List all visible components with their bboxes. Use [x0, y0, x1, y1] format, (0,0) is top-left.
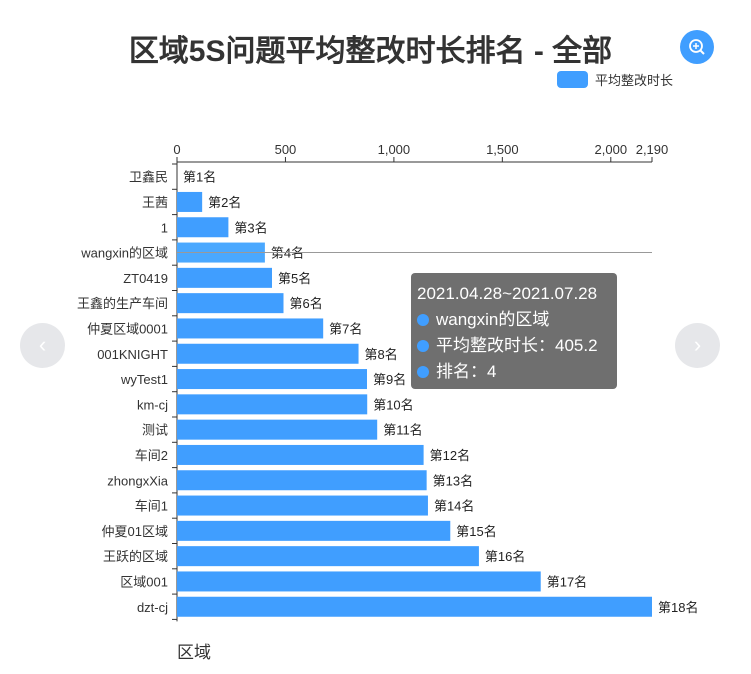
y-tick-label: 王鑫的生产车间 [77, 296, 168, 311]
tooltip-area: wangxin的区域 [436, 310, 550, 329]
bar [177, 217, 229, 238]
bar [177, 444, 424, 465]
y-tick-label: 区域001 [120, 574, 168, 589]
tooltip: 2021.04.28~2021.07.28 wangxin的区域 平均整改时长：… [411, 273, 617, 389]
x-tick-label: 2,190 [636, 142, 669, 157]
data-label: 第5名 [278, 271, 311, 286]
y-tick-label: km-cj [137, 397, 168, 412]
chevron-left-icon: ‹ [38, 332, 47, 357]
x-tick-label: 0 [173, 142, 180, 157]
data-label: 第3名 [234, 220, 267, 235]
x-tick-label: 1,000 [378, 142, 411, 157]
chart-title: 区域5S问题平均整改时长排名 - 全部 [128, 35, 613, 68]
data-label: 第18名 [658, 600, 698, 615]
series-dot-icon [417, 366, 429, 378]
x-tick-label: 500 [275, 142, 297, 157]
tooltip-period: 2021.04.28~2021.07.28 [417, 284, 598, 303]
bar [177, 596, 652, 617]
y-tick-label: 仲夏区域0001 [87, 321, 168, 336]
data-label: 第7名 [329, 321, 362, 336]
bar [177, 571, 541, 592]
y-tick-label: wyTest1 [120, 372, 168, 387]
series-dot-icon [417, 314, 429, 326]
legend-label: 平均整改时长 [595, 73, 674, 88]
prev-button[interactable]: ‹ [20, 323, 65, 368]
tooltip-rank: 排名：4 [436, 362, 497, 381]
bar [177, 394, 368, 415]
zoom-button[interactable] [680, 30, 714, 64]
bar [177, 520, 451, 541]
bar [177, 419, 378, 440]
series-dot-icon [417, 340, 429, 352]
y-tick-label: 仲夏01区域 [102, 524, 168, 539]
data-label: 第16名 [485, 549, 525, 564]
y-tick-label: dzt-cj [137, 600, 168, 615]
y-tick-label: wangxin的区域 [80, 246, 168, 261]
bar [177, 191, 203, 212]
bar [177, 293, 284, 314]
legend-item[interactable]: 平均整改时长 [557, 70, 673, 89]
x-tick-label: 2,000 [595, 142, 628, 157]
bar [177, 495, 428, 516]
y-tick-label: 车间2 [135, 448, 168, 463]
data-label: 第8名 [365, 347, 398, 362]
x-tick-label: 1,500 [486, 142, 519, 157]
data-label: 第12名 [430, 448, 470, 463]
y-tick-label: 卫鑫民 [129, 170, 168, 185]
data-label: 第1名 [183, 170, 216, 185]
chevron-right-icon: › [693, 332, 702, 357]
data-label: 第6名 [289, 296, 322, 311]
bar [177, 318, 324, 339]
data-label: 第2名 [208, 195, 241, 210]
y-tick-label: 王茜 [142, 195, 168, 210]
bar [177, 470, 427, 491]
data-label: 第13名 [433, 473, 473, 488]
y-tick-label: ZT0419 [123, 271, 168, 286]
y-axis-name: 区域 [177, 643, 211, 662]
y-tick-label: 测试 [142, 423, 168, 438]
bar [177, 343, 359, 364]
bar [177, 267, 272, 288]
y-tick-label: 王跃的区域 [103, 549, 168, 564]
tooltip-duration: 平均整改时长：405.2 [436, 336, 598, 355]
next-button[interactable]: › [675, 323, 720, 368]
bar [177, 369, 367, 390]
data-label: 第14名 [434, 499, 474, 514]
legend-swatch [557, 71, 588, 88]
data-label: 第15名 [456, 524, 496, 539]
bar [177, 546, 479, 567]
data-label: 第17名 [547, 574, 587, 589]
data-label: 第11名 [383, 423, 423, 438]
y-tick-label: 车间1 [135, 499, 168, 514]
data-label: 第10名 [373, 397, 413, 412]
y-tick-label: 001KNIGHT [97, 347, 168, 362]
zoom-in-icon [689, 39, 705, 55]
y-tick-label: zhongxXia [107, 473, 168, 488]
y-tick-label: 1 [161, 220, 168, 235]
data-label: 第9名 [373, 372, 406, 387]
